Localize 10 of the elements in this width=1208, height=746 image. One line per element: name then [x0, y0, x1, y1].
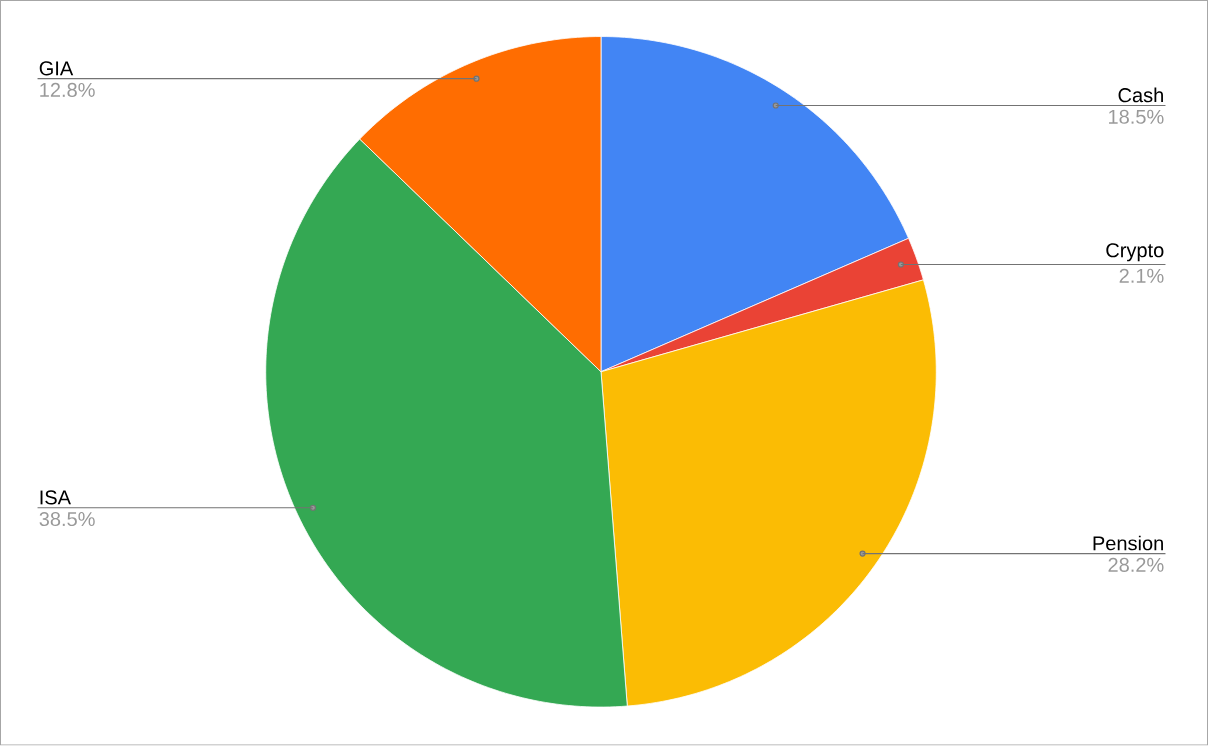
data-label: 2.1%	[1119, 268, 1164, 283]
slice-label: Pension	[1093, 535, 1163, 551]
slice-label: Cash	[1118, 87, 1163, 103]
data-label: 18.5%	[1109, 109, 1164, 125]
data-label: 12.8%	[40, 83, 95, 98]
data-label: 38.5%	[39, 512, 95, 527]
slice-label: ISA	[40, 490, 71, 505]
slice-label: Crypto	[1106, 243, 1164, 262]
slice-label: GIA	[39, 61, 74, 76]
data-label: 28.2%	[1108, 557, 1164, 573]
